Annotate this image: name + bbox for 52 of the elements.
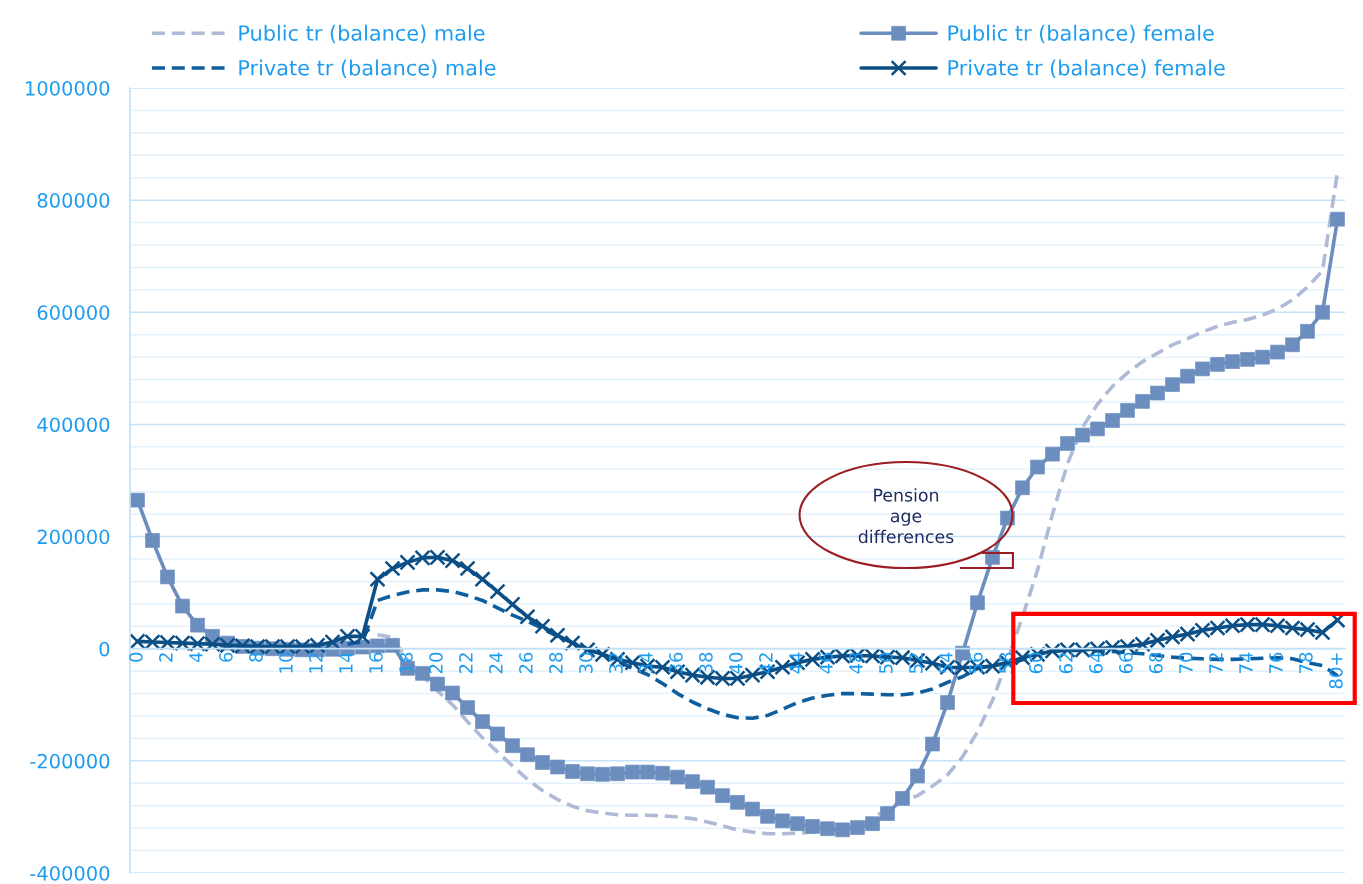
x-tick-label: 18 [399, 652, 413, 673]
x-tick-label: 6 [219, 652, 233, 662]
y-tick-label: 800000 [37, 193, 110, 208]
x-tick-label: 80+ [1329, 653, 1343, 689]
x-tick-label: 38 [699, 652, 713, 674]
x-tick-label: 20 [429, 652, 443, 674]
x-tick-label: 40 [729, 652, 743, 674]
x-tick-label: 46 [819, 652, 833, 674]
x-tick-label: 24 [489, 652, 503, 674]
x-tick-label: 76 [1269, 652, 1283, 673]
x-tick-label: 22 [459, 653, 473, 674]
x-tick-label: 72 [1209, 653, 1223, 673]
legend-label: Private tr (balance) male [239, 59, 496, 79]
x-tick-label: 66 [1119, 652, 1133, 674]
y-tick-label: 200000 [37, 529, 110, 545]
x-tick-label: 68 [1149, 652, 1163, 674]
x-tick-label: 62 [1059, 653, 1073, 674]
x-tick-label: 48 [849, 652, 863, 674]
x-tick-label: 70 [1179, 652, 1193, 673]
legend-label: Public tr (balance) male [239, 24, 485, 44]
y-tick-label: 400000 [37, 417, 110, 433]
x-tick-label: 56 [969, 652, 983, 674]
y-tick-label: 1000000 [26, 80, 110, 96]
y-tick-label: -400000 [30, 865, 110, 881]
x-tick-label: 8 [249, 652, 263, 662]
x-tick-label: 0 [129, 652, 143, 662]
x-tick-label: 4 [189, 652, 203, 663]
y-tick-label: 600000 [37, 305, 110, 320]
x-tick-label: 32 [609, 653, 623, 674]
x-tick-label: 10 [279, 652, 293, 673]
x-tick-label: 28 [549, 652, 563, 674]
x-tick-label: 74 [1239, 652, 1253, 673]
x-tick-label: 34 [639, 652, 653, 674]
x-tick-label: 16 [369, 652, 383, 673]
x-tick-label: 12 [309, 653, 323, 673]
x-tick-label: 44 [789, 652, 803, 674]
x-tick-label: 60 [1029, 652, 1043, 674]
annotation: Pension age differences [858, 488, 954, 544]
legend-label: Private tr (balance) female [948, 59, 1225, 79]
legend-label: Public tr (balance) female [948, 24, 1214, 44]
x-tick-label: 42 [759, 653, 773, 674]
x-tick-label: 52 [909, 653, 923, 674]
x-tick-label: 2 [159, 653, 173, 662]
x-tick-label: 36 [669, 652, 683, 674]
y-tick-label: -200000 [30, 753, 110, 769]
x-tick-label: 14 [339, 652, 353, 673]
x-tick-label: 64 [1089, 652, 1103, 674]
x-tick-label: 78 [1299, 652, 1313, 673]
x-tick-label: 54 [939, 652, 953, 674]
x-tick-label: 30 [579, 652, 593, 674]
x-tick-label: 26 [519, 652, 533, 674]
x-tick-label: 50 [879, 652, 893, 674]
